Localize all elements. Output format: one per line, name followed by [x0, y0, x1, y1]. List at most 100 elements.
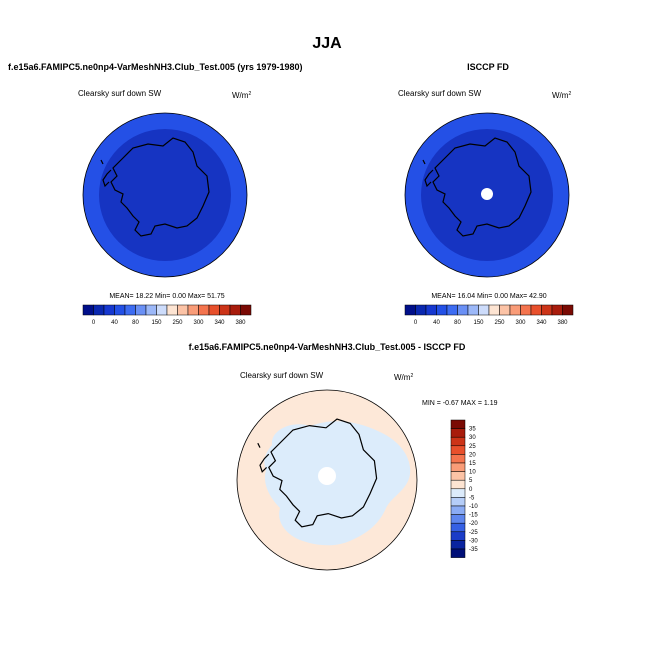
colorbar-swatch: [478, 304, 490, 316]
colorbar-swatch: [450, 540, 466, 550]
model-map-inner-field: [99, 129, 231, 261]
diff-map-panel: Clearsky surf down SW W/m2 MIN = -0.67 M…: [236, 371, 498, 571]
diff-stats: MIN = -0.67 MAX = 1.19: [422, 400, 498, 407]
colorbar-swatch: [450, 462, 466, 472]
colorbar-swatch: [425, 304, 437, 316]
colorbar-tick-label: 40: [111, 320, 118, 326]
colorbar-swatch: [114, 304, 126, 316]
colorbar-swatch: [103, 304, 115, 316]
diff-units-label: W/m2: [394, 373, 413, 382]
colorbar-swatch: [450, 454, 466, 464]
colorbar-swatch: [240, 304, 252, 316]
colorbar-tick-label: 250: [172, 320, 183, 326]
colorbar-tick-label: 150: [473, 320, 484, 326]
obs-stats: MEAN= 16.04 Min= 0.00 Max= 42.90: [431, 293, 546, 300]
colorbar-swatch: [450, 497, 466, 507]
colorbar-swatch: [177, 304, 189, 316]
obs-variable-label: Clearsky surf down SW: [398, 89, 482, 98]
colorbar-tick-label: 5: [469, 478, 473, 484]
model-colorbar: 0 40 80 150 250 300 340 380: [82, 304, 252, 326]
colorbar-tick-label: -5: [469, 495, 475, 501]
colorbar-tick-label: 380: [235, 320, 246, 326]
obs-map-panel: Clearsky surf down SW W/m2 MEAN= 16.04 M…: [398, 89, 574, 326]
colorbar-tick-label: -10: [469, 504, 478, 510]
colorbar-tick-label: 20: [469, 452, 476, 458]
obs-panel-title: ISCCP FD: [467, 62, 509, 72]
colorbar-swatch: [219, 304, 231, 316]
colorbar-tick-label: 40: [433, 320, 440, 326]
model-panel-title: f.e15a6.FAMIPC5.ne0np4-VarMeshNH3.Club_T…: [8, 62, 302, 72]
colorbar-swatch: [450, 514, 466, 524]
colorbar-tick-label: 150: [151, 320, 162, 326]
model-units-label: W/m2: [232, 91, 251, 100]
diff-colorbar: 35 30 25 20 15 10 5 0 -5 -10 -15 -20 -25 -30 -35: [450, 419, 478, 558]
season-title: JJA: [312, 35, 342, 52]
colorbar-tick-label: 340: [536, 320, 547, 326]
colorbar-swatch: [450, 471, 466, 481]
colorbar-swatch: [450, 419, 466, 429]
colorbar-swatch: [450, 436, 466, 447]
colorbar-swatch: [450, 488, 466, 498]
model-map-panel: Clearsky surf down SW W/m2 MEAN= 18.22 M…: [78, 89, 251, 326]
colorbar-swatch: [551, 304, 563, 316]
colorbar-swatch: [450, 428, 466, 438]
obs-colorbar: 0 40 80 150 250 300 340 380: [404, 304, 574, 326]
colorbar-tick-label: 15: [469, 461, 476, 467]
colorbar-swatch: [82, 304, 94, 316]
colorbar-tick-label: 0: [469, 487, 473, 493]
diff-polar-missing-hole: [318, 467, 336, 485]
colorbar-swatch: [124, 304, 136, 316]
colorbar-tick-label: 300: [193, 320, 204, 326]
colorbar-swatch: [541, 304, 553, 316]
colorbar-swatch: [450, 505, 466, 515]
diff-negative-region: [264, 421, 411, 546]
colorbar-swatch: [450, 531, 466, 541]
colorbar-tick-label: 0: [92, 320, 96, 326]
colorbar-tick-label: -30: [469, 538, 478, 544]
colorbar-tick-label: 10: [469, 470, 476, 476]
colorbar-swatch: [467, 304, 479, 316]
colorbar-tick-label: 250: [494, 320, 505, 326]
model-variable-label: Clearsky surf down SW: [78, 89, 162, 98]
colorbar-swatch: [488, 304, 500, 316]
colorbar-tick-label: 30: [469, 435, 476, 441]
colorbar-swatch: [520, 304, 532, 316]
colorbar-swatch: [450, 522, 466, 533]
colorbar-swatch: [499, 304, 511, 316]
colorbar-tick-label: -25: [469, 530, 478, 536]
colorbar-swatch: [145, 304, 157, 316]
colorbar-tick-label: -20: [469, 521, 478, 527]
colorbar-tick-label: 25: [469, 444, 476, 450]
colorbar-swatch: [135, 304, 147, 316]
colorbar-swatch: [450, 445, 466, 455]
colorbar-swatch: [166, 304, 178, 316]
colorbar-swatch: [208, 304, 220, 316]
colorbar-tick-label: 80: [132, 320, 139, 326]
colorbar-tick-label: 380: [557, 320, 568, 326]
colorbar-swatch: [93, 304, 105, 316]
colorbar-swatch: [450, 548, 466, 558]
diff-panel-title: f.e15a6.FAMIPC5.ne0np4-VarMeshNH3.Club_T…: [189, 342, 466, 352]
colorbar-swatch: [404, 304, 416, 316]
diff-variable-label: Clearsky surf down SW: [240, 371, 324, 380]
colorbar-swatch: [509, 304, 521, 316]
colorbar-swatch: [156, 304, 168, 316]
colorbar-tick-label: 35: [469, 427, 476, 433]
colorbar-swatch: [436, 304, 448, 316]
colorbar-swatch: [530, 304, 542, 316]
obs-polar-missing-hole: [481, 188, 493, 200]
colorbar-swatch: [415, 304, 427, 316]
colorbar-swatch: [187, 304, 199, 316]
obs-units-label: W/m2: [552, 91, 571, 100]
colorbar-tick-label: -35: [469, 547, 478, 553]
colorbar-swatch: [450, 479, 466, 490]
colorbar-tick-label: 80: [454, 320, 461, 326]
colorbar-swatch: [446, 304, 458, 316]
colorbar-swatch: [229, 304, 241, 316]
colorbar-tick-label: 340: [214, 320, 225, 326]
colorbar-swatch: [198, 304, 210, 316]
colorbar-swatch: [457, 304, 469, 316]
colorbar-swatch: [562, 304, 574, 316]
colorbar-tick-label: -15: [469, 513, 478, 519]
